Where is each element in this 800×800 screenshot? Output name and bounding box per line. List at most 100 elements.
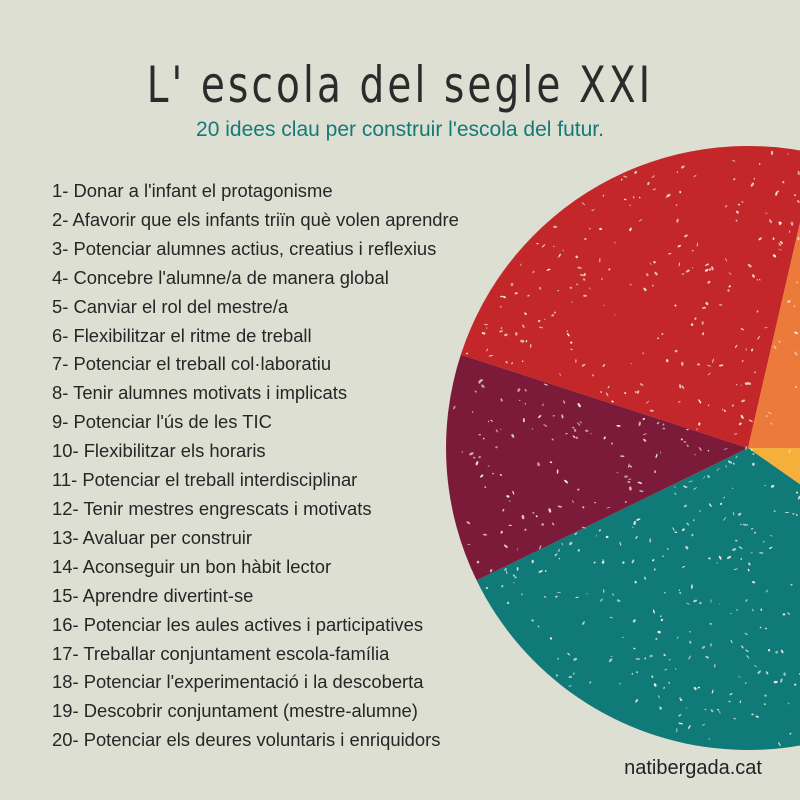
pie-speckle bbox=[718, 304, 723, 306]
pie-speckle bbox=[788, 449, 791, 453]
pie-speckle bbox=[744, 682, 747, 685]
pie-speckle bbox=[690, 584, 693, 589]
pie-speckle bbox=[506, 601, 510, 605]
pie-speckle bbox=[635, 536, 638, 539]
pie-speckle bbox=[495, 446, 498, 449]
pie-speckle bbox=[616, 599, 621, 603]
pie-speckle bbox=[698, 447, 702, 451]
pie-speckle bbox=[601, 560, 605, 564]
pie-speckle bbox=[511, 362, 513, 365]
pie-speckle bbox=[660, 615, 662, 617]
pie-speckle bbox=[635, 699, 639, 703]
pie-speckle bbox=[757, 335, 760, 340]
pie-speckle bbox=[475, 461, 479, 466]
pie-speckle bbox=[466, 352, 468, 355]
pie-speckle bbox=[638, 219, 643, 222]
pie-speckle bbox=[685, 269, 690, 273]
pie-speckle bbox=[639, 490, 644, 492]
pie-speckle bbox=[710, 599, 712, 603]
pie-speckle bbox=[764, 627, 768, 630]
pie-speckle bbox=[517, 547, 519, 551]
pie-speckle bbox=[478, 455, 481, 459]
pie-speckle bbox=[622, 636, 624, 639]
pie-speckle bbox=[577, 488, 580, 491]
pie-speckle bbox=[676, 218, 679, 223]
pie-speckle bbox=[522, 324, 525, 329]
pie-speckle bbox=[531, 619, 535, 622]
pie-speckle bbox=[699, 510, 701, 513]
pie-speckle bbox=[779, 240, 783, 245]
pie-speckle bbox=[522, 418, 525, 423]
pie-speckle bbox=[734, 433, 738, 435]
pie-speckle bbox=[544, 570, 547, 572]
pie-speckle bbox=[661, 333, 664, 335]
pie-speckle bbox=[624, 392, 627, 395]
pie-speckle bbox=[631, 559, 635, 564]
pie-speckle bbox=[567, 332, 570, 337]
pie-speckle bbox=[629, 284, 632, 286]
pie-speckle bbox=[699, 602, 702, 605]
pie-speckle bbox=[492, 472, 495, 475]
pie-speckle bbox=[582, 621, 585, 625]
pie-speckle bbox=[760, 608, 763, 612]
pie-speckle bbox=[698, 422, 701, 426]
pie-speckle bbox=[708, 738, 710, 740]
pie-speckle bbox=[767, 648, 771, 652]
pie-speckle bbox=[733, 178, 736, 181]
pie-speckle bbox=[711, 266, 714, 271]
pie-speckle bbox=[688, 655, 692, 660]
pie-speckle bbox=[631, 672, 634, 675]
pie-speckle bbox=[552, 245, 555, 248]
pie-speckle bbox=[541, 523, 545, 526]
pie-speckle bbox=[676, 636, 679, 639]
pie-speckle bbox=[707, 475, 710, 478]
pie-speckle bbox=[573, 657, 577, 661]
pie-speckle bbox=[558, 548, 560, 553]
pie-speckle bbox=[520, 339, 525, 343]
pie-speckle bbox=[524, 312, 527, 316]
pie-speckle bbox=[740, 557, 743, 560]
pie-speckle bbox=[467, 544, 471, 546]
pie-speckle bbox=[692, 519, 695, 522]
pie-speckle bbox=[705, 655, 710, 659]
pie-speckle bbox=[603, 304, 605, 307]
pie-speckle bbox=[763, 703, 766, 706]
pie-speckle bbox=[754, 664, 757, 668]
pie-speckle bbox=[505, 361, 508, 364]
pie-speckle bbox=[551, 438, 554, 441]
pie-speckle bbox=[647, 181, 650, 186]
pie-speckle bbox=[537, 625, 540, 628]
pie-speckle bbox=[756, 310, 759, 313]
pie-speckle bbox=[552, 414, 555, 417]
pie-speckle bbox=[794, 385, 798, 389]
pie-speckle bbox=[773, 345, 777, 349]
pie-speckle bbox=[750, 528, 754, 530]
pie-speckle bbox=[499, 473, 503, 476]
pie-speckle bbox=[701, 321, 704, 325]
pie-speckle bbox=[636, 390, 640, 394]
pie-speckle bbox=[591, 374, 595, 377]
pie-speckle bbox=[571, 426, 575, 429]
pie-speckle bbox=[461, 451, 463, 453]
pie-speckle bbox=[770, 484, 775, 488]
pie-speckle bbox=[632, 619, 636, 623]
pie-speckle bbox=[553, 225, 558, 229]
pie-speckle bbox=[555, 595, 558, 598]
pie-speckle bbox=[724, 409, 726, 413]
pie-speckle bbox=[709, 503, 712, 507]
pie-speckle bbox=[683, 504, 688, 508]
pie-speckle bbox=[727, 289, 730, 292]
pie-speckle bbox=[738, 546, 743, 550]
pie-speckle bbox=[745, 599, 748, 602]
pie-speckle bbox=[778, 248, 783, 251]
pie-speckle bbox=[780, 649, 784, 654]
pie-speckle bbox=[718, 603, 720, 605]
pie-speckle bbox=[794, 194, 797, 197]
pie-speckle bbox=[502, 508, 505, 512]
pie-speckle bbox=[732, 548, 737, 551]
pie-speckle bbox=[778, 340, 781, 343]
list-item: 11- Potenciar el treball interdisciplina… bbox=[52, 469, 358, 491]
pie-speckle bbox=[675, 204, 678, 206]
pie-speckle bbox=[778, 742, 781, 747]
pie-speckle bbox=[629, 465, 632, 468]
